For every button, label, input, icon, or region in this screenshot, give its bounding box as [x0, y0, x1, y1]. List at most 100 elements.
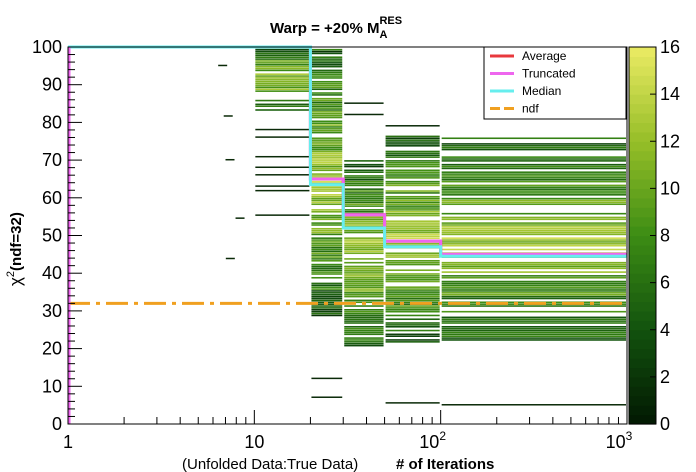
heatmap-cell: [385, 318, 440, 321]
heatmap-cell: [311, 50, 343, 53]
heatmap-cell: [311, 109, 343, 111]
heatmap-cell: [344, 178, 384, 181]
heatmap-cell: [311, 71, 343, 74]
palette-swatch: [629, 282, 656, 293]
heatmap-cell: [344, 165, 384, 168]
heatmap-cell: [311, 314, 343, 317]
heatmap-cell: [311, 246, 343, 249]
heatmap-cell: [385, 329, 440, 332]
heatmap-cell: [385, 322, 440, 324]
heatmap-cell: [311, 105, 343, 108]
heatmap-cell: [441, 167, 626, 170]
heatmap-cell: [344, 224, 384, 226]
palette-swatch: [629, 263, 656, 274]
palette-swatch: [629, 131, 656, 142]
heatmap-cell: [385, 205, 440, 207]
heatmap-cell: [311, 103, 343, 106]
x-tick-label: 102: [419, 429, 446, 452]
heatmap-cell: [218, 64, 228, 67]
heatmap-cell: [311, 73, 343, 75]
heatmap-cell: [344, 246, 384, 249]
palette-swatch: [629, 301, 656, 312]
heatmap-cell: [441, 222, 626, 224]
heatmap-cell: [311, 195, 343, 198]
heatmap-cell: [441, 329, 626, 332]
heatmap-cell: [385, 150, 440, 153]
heatmap-cell: [311, 120, 343, 123]
heatmap-cell: [385, 173, 440, 175]
heatmap-cell: [311, 56, 343, 59]
heatmap-cell: [311, 214, 343, 217]
heatmap-cell: [255, 109, 310, 111]
heatmap-cell: [441, 156, 626, 158]
chart-title: Warp = +20% MARES: [270, 15, 402, 41]
x-tick-label: 10: [244, 432, 264, 452]
heatmap-cell: [441, 148, 626, 151]
heatmap-cell: [255, 86, 310, 89]
heatmap-cell: [344, 239, 384, 241]
heatmap-cell: [441, 331, 626, 334]
z-tick-label: 10: [660, 178, 680, 198]
heatmap-cell: [385, 143, 440, 145]
palette-swatch: [629, 94, 656, 105]
heatmap-cell: [344, 267, 384, 270]
heatmap-cell: [344, 280, 384, 283]
heatmap-cell: [311, 48, 343, 51]
heatmap-cell: [311, 180, 343, 183]
heatmap-cell: [311, 254, 343, 256]
heatmap-cell: [311, 94, 343, 96]
heatmap-cell: [311, 292, 343, 294]
heatmap-cell: [311, 62, 343, 64]
heatmap-cell: [385, 293, 440, 296]
y-tick-label: 40: [42, 263, 62, 283]
heatmap-cell: [441, 295, 626, 298]
heatmap-cell: [441, 186, 626, 189]
legend-label-ndf: ndf: [522, 102, 539, 116]
heatmap-cell: [311, 122, 343, 124]
heatmap-cell: [311, 269, 343, 272]
heatmap-cell: [344, 182, 384, 185]
heatmap-cell: [385, 226, 440, 228]
heatmap-cell: [311, 111, 343, 113]
heatmap-cell: [441, 290, 626, 292]
palette-swatch: [629, 169, 656, 180]
heatmap-cell: [385, 233, 440, 236]
heatmap-cell: [255, 65, 310, 68]
heatmap-cell: [441, 333, 626, 336]
heatmap-cell: [311, 112, 343, 115]
heatmap-cell: [311, 60, 343, 62]
heatmap-cell: [344, 205, 384, 207]
heatmap-cell: [311, 233, 343, 236]
heatmap-cell: [255, 60, 310, 62]
heatmap-cell: [311, 69, 343, 72]
heatmap-cell: [344, 325, 384, 328]
heatmap-cell: [311, 286, 343, 288]
heatmap-cell: [255, 155, 310, 158]
heatmap-cell: [344, 337, 384, 339]
heatmap-cell: [385, 309, 440, 311]
heatmap-cell: [344, 171, 384, 173]
heatmap-cell: [344, 229, 384, 232]
heatmap-cell: [385, 243, 440, 245]
palette-swatch: [629, 292, 656, 303]
heatmap-cell: [311, 188, 343, 190]
heatmap-cell: [385, 214, 440, 217]
heatmap-cell: [255, 166, 310, 169]
heatmap-cell: [344, 316, 384, 319]
heatmap-cell: [344, 322, 384, 324]
heatmap-cell: [344, 320, 384, 322]
heatmap-cell: [311, 267, 343, 270]
heatmap-cell: [385, 199, 440, 202]
heatmap-cell: [441, 177, 626, 179]
heatmap-cell: [344, 288, 384, 290]
heatmap-cell: [441, 404, 626, 406]
heatmap-cell: [441, 227, 626, 230]
heatmap-cell: [311, 377, 343, 380]
heatmap-cell: [344, 113, 384, 116]
heatmap-cell: [385, 139, 440, 141]
heatmap-cell: [311, 199, 343, 202]
heatmap-cell: [385, 203, 440, 206]
heatmap-cell: [441, 146, 626, 149]
heatmap-cell: [385, 197, 440, 200]
heatmap-cell: [344, 169, 384, 172]
